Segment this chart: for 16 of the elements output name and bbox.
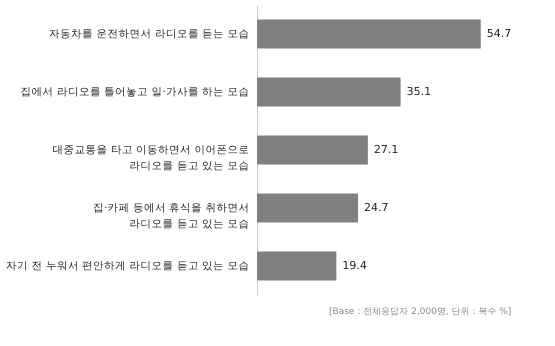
data-label: 19.4 bbox=[342, 259, 367, 272]
data-label: 24.7 bbox=[364, 201, 389, 214]
bar bbox=[257, 20, 481, 48]
y-tick-label: 집·카페 등에서 휴식을 취하면서 라디오를 듣고 있는 모습 bbox=[93, 202, 250, 230]
data-label: 54.7 bbox=[486, 27, 512, 40]
text: [Base : 전체응답자 2,000명, 단위 : 복수 %] bbox=[329, 307, 512, 317]
y-tick-label: 대중교통을 타고 이동하면서 이어폰으로 라디오를 듣고 있는 모습 bbox=[52, 144, 250, 172]
y-tick-label: 자기 전 누워서 편안하게 라디오를 듣고 있는 모습 bbox=[6, 260, 250, 272]
data-label: 27.1 bbox=[374, 143, 398, 156]
bar bbox=[257, 136, 368, 164]
bar bbox=[257, 252, 336, 280]
bar bbox=[257, 194, 358, 222]
data-label: 35.1 bbox=[406, 85, 432, 98]
y-tick-label: 집에서 라디오를 틀어놓고 일·가사를 하는 모습 bbox=[20, 86, 250, 98]
bar bbox=[257, 78, 401, 106]
y-tick-label: 자동차를 운전하면서 라디오를 듣는 모습 bbox=[49, 28, 250, 40]
